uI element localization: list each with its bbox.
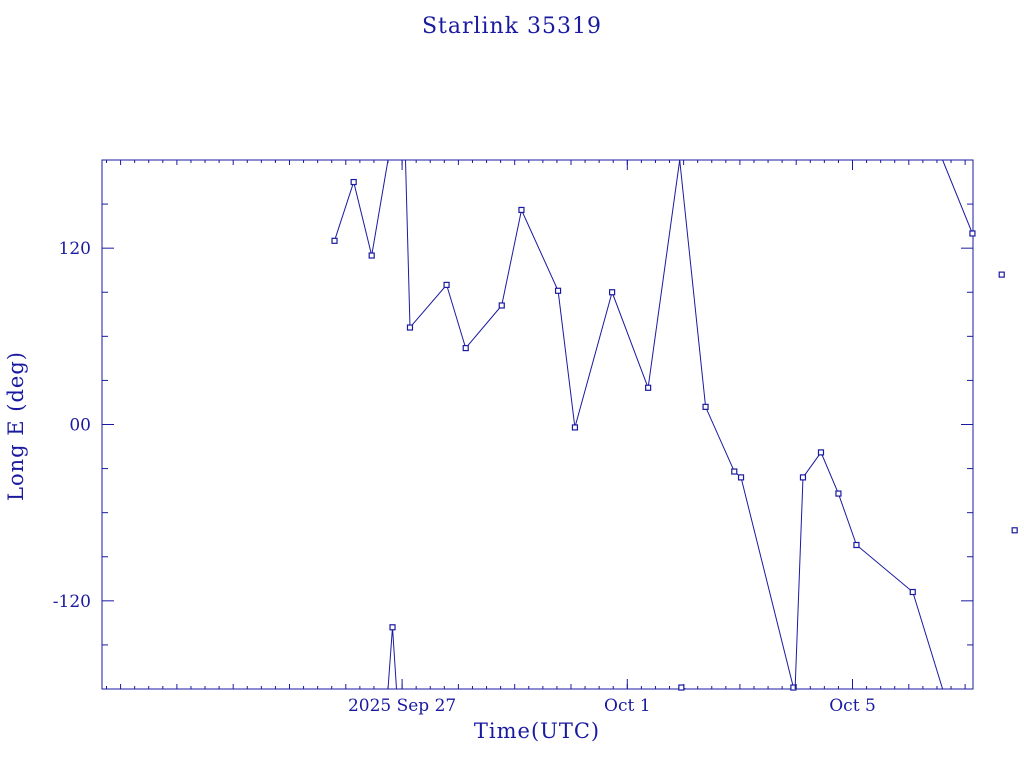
data-point: [554, 287, 562, 294]
data-point: [731, 468, 738, 475]
x-tick-label: Oct 1: [604, 696, 651, 716]
data-point: [817, 449, 825, 456]
data-point: [790, 684, 797, 691]
data-point: [1011, 527, 1018, 534]
y-tick-label: 00: [69, 416, 91, 436]
data-series: [331, 160, 1018, 691]
series-line: [794, 451, 944, 689]
data-point: [645, 384, 652, 391]
data-point: [389, 624, 396, 631]
data-point: [702, 403, 709, 410]
data-point: [853, 541, 860, 549]
series-line: [679, 160, 796, 689]
series-line: [405, 160, 681, 428]
data-point: [998, 271, 1005, 278]
data-point: [350, 178, 357, 186]
axes: 2025 Sep 27 Oct 1 Oct 5 120 00 -120: [53, 159, 974, 716]
plot-frame: [101, 159, 974, 690]
y-tick-label: -120: [53, 592, 91, 612]
data-point: [498, 302, 505, 309]
x-axis-label: Time(UTC): [473, 719, 601, 743]
x-tick-label: 2025 Sep 27: [348, 696, 456, 716]
series-line: [334, 160, 389, 256]
data-point: [609, 289, 616, 296]
data-point: [331, 237, 338, 244]
series-line: [387, 627, 397, 689]
series-line: [942, 160, 973, 236]
y-tick-label: 120: [59, 239, 91, 259]
data-point: [678, 684, 685, 691]
data-point: [368, 252, 375, 259]
x-tick-label: Oct 5: [829, 696, 876, 716]
data-point: [462, 344, 469, 352]
data-point: [835, 490, 842, 497]
data-point: [799, 474, 807, 481]
data-point: [443, 281, 450, 289]
data-point: [571, 424, 579, 431]
chart-title: Starlink 35319: [421, 14, 603, 39]
y-axis-label: Long E (deg): [4, 351, 28, 501]
data-point: [969, 230, 976, 237]
data-point: [406, 324, 414, 331]
data-point: [909, 588, 916, 596]
data-point: [518, 206, 525, 214]
data-point: [737, 474, 745, 481]
